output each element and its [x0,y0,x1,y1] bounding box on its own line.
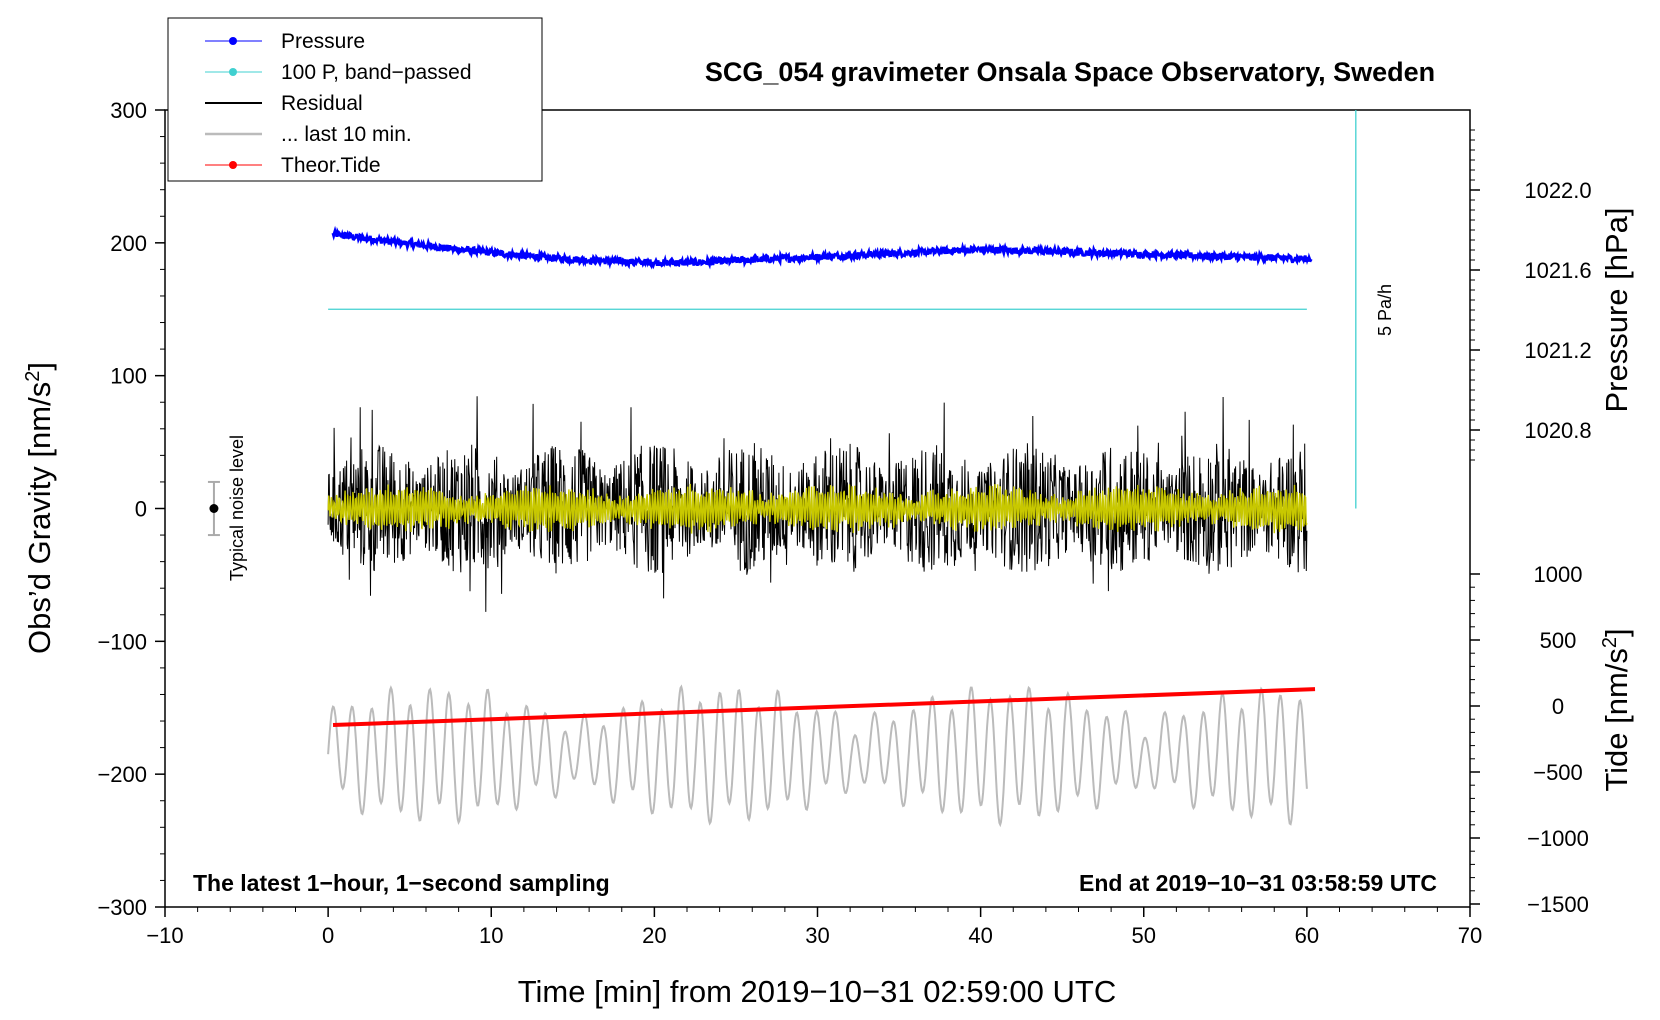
legend-label: Theor.Tide [281,154,381,177]
x-tick-label: 10 [479,923,503,948]
x-tick-label: 50 [1132,923,1156,948]
last-10-min-line [327,684,1308,828]
x-tick-label: 0 [322,923,334,948]
x-tick-label: 30 [805,923,829,948]
tide-tick-label: −500 [1533,760,1583,785]
y-axis-title-tide: Tide [nm/s2] [1599,628,1634,791]
x-tick-label: 70 [1458,923,1482,948]
legend-label: ... last 10 min. [281,123,412,146]
tide-axis-ticks: 1000 500 0 −500 −1000 −1500 [1470,562,1589,917]
y-axis-title-left-end: ] [22,362,57,371]
tide-tick-label: 500 [1540,628,1577,653]
x-tick-label: −10 [146,923,183,948]
residual-line [327,396,1308,612]
pressure-tick-label: 1021.6 [1524,258,1591,283]
pressure-tick-label: 1020.8 [1524,418,1591,443]
series-group [327,225,1316,828]
noise-bar-dot [209,504,219,513]
legend-label: Pressure [281,30,365,53]
y-axis-title-left: Obs’d Gravity [nm/s2] [22,362,57,654]
y-tick-label: 200 [110,231,147,256]
annotations [207,110,1357,537]
y-tick-label: −200 [97,762,147,787]
legend-box [167,17,543,182]
y-axis-ticks: 300 200 100 0 −100 −200 −300 [97,98,165,920]
y-tick-label: 300 [110,98,147,123]
y-axis-title-left-main: Obs’d Gravity [nm/s [22,382,57,654]
band-passed-overlay-line [327,483,1308,534]
pressure-tick-label: 1022.0 [1524,178,1591,203]
note-right: End at 2019−10−31 03:58:59 UTC [1079,870,1437,896]
legend-marker [229,68,237,76]
x-tick-label: 40 [968,923,992,948]
legend-items: Pressure 100 P, band−passed Residual ... la… [205,30,472,177]
legend-marker [229,37,237,45]
tide-tick-label: −1500 [1527,892,1589,917]
y-axis-title-tide-sup: 2 [1599,637,1621,648]
y-axis-title-tide-main: Tide [nm/s [1599,648,1634,792]
y-tick-label: −300 [97,895,147,920]
y-axis-title-left-sup: 2 [22,371,44,382]
x-axis-ticks: −10 0 10 20 30 40 50 60 70 [146,907,1482,948]
legend-label: Residual [281,92,363,115]
tide-tick-label: −1000 [1527,826,1589,851]
legend-label: 100 P, band−passed [281,61,472,84]
noise-label: Typical noise level [227,435,247,581]
note-left: The latest 1−hour, 1−second sampling [193,870,610,896]
chart-title: SCG_054 gravimeter Onsala Space Observat… [705,57,1435,87]
y-tick-label: 0 [135,497,147,522]
x-tick-label: 20 [642,923,666,948]
y-axis-title-pressure: Pressure [hPa] [1599,207,1634,412]
tide-tick-label: 1000 [1534,562,1583,587]
pressure-axis-ticks: 1022.0 1021.6 1021.2 1020.8 [1470,129,1592,461]
y-tick-label: 100 [110,364,147,389]
tide-tick-label: 0 [1552,694,1564,719]
rate-label: 5 Pa/h [1375,284,1395,336]
pressure-tick-label: 1021.2 [1524,338,1591,363]
legend-marker [229,161,237,169]
x-axis-title: Time [min] from 2019−10−31 02:59:00 UTC [518,974,1117,1009]
theoretical-tide-line [332,687,1316,728]
pressure-line [331,225,1313,270]
legend: Pressure 100 P, band−passed Residual ... la… [167,17,543,182]
y-tick-label: −100 [97,629,147,654]
y-axis-title-tide-end: ] [1599,628,1634,637]
x-tick-label: 60 [1295,923,1319,948]
